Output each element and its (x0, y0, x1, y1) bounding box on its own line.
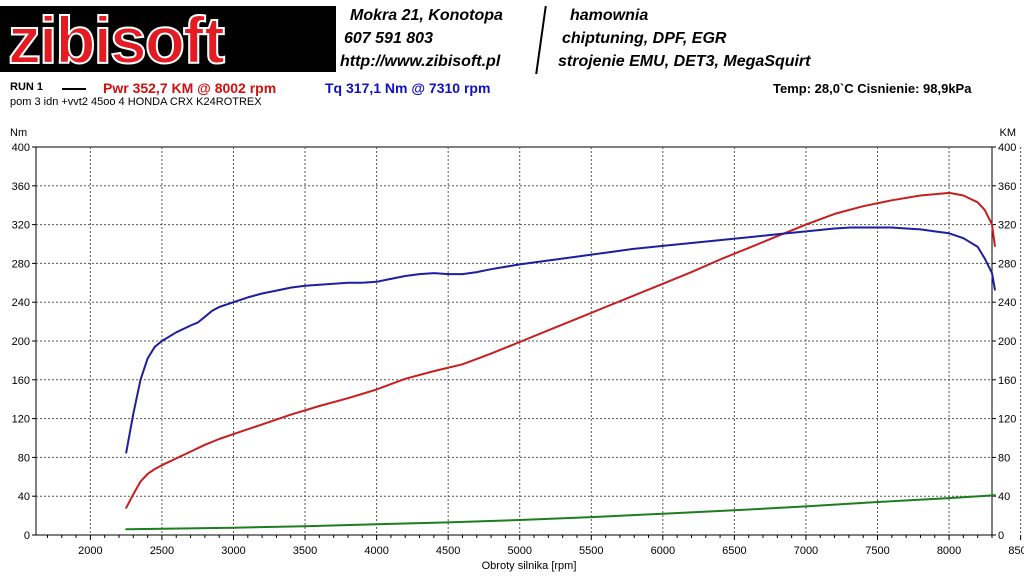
y-tick-label-right: 240 (998, 297, 1016, 309)
y-tick-label-left: 240 (12, 297, 30, 309)
run-label: RUN 1 (10, 81, 44, 93)
y-tick-label-left: 0 (24, 530, 30, 542)
y-tick-label-left: 280 (12, 258, 30, 270)
y-tick-label-right: 320 (998, 220, 1016, 232)
services-line-2: chiptuning, DPF, EGR (562, 30, 727, 47)
torque-curve (125, 226, 996, 454)
services-line-1: hamownia (570, 7, 649, 24)
y-tick-label-right: 360 (998, 181, 1016, 193)
conditions-label: Temp: 28,0`C Cisnienie: 98,9kPa (773, 81, 972, 96)
x-tick-label: 2500 (150, 545, 174, 557)
address-street: Mokra 21, Konotopa (350, 7, 503, 24)
y-tick-label-right: 400 (998, 142, 1016, 154)
power-curve (125, 191, 996, 509)
y-tick-label-right: 120 (998, 414, 1016, 426)
x-tick-label: 6000 (651, 545, 675, 557)
header: zibisoft Mokra 21, Konotopa 607 591 803 … (0, 0, 1024, 82)
x-tick-label: 6500 (722, 545, 746, 557)
y-tick-label-right: 200 (998, 336, 1016, 348)
x-tick-label: 2000 (78, 545, 102, 557)
x-tick-label: 5500 (579, 545, 603, 557)
address-website: http://www.zibisoft.pl (340, 53, 501, 70)
y-axis-label-left: Nm (10, 127, 27, 139)
y-tick-label-left: 160 (12, 375, 30, 387)
x-axis-label: Obroty silnika [rpm] (482, 560, 577, 572)
x-tick-label: 8500 (1008, 545, 1024, 557)
torque-peak-label: Tq 317,1 Nm @ 7310 rpm (325, 80, 491, 96)
address-phone: 607 591 803 (344, 30, 433, 47)
y-tick-label-left: 360 (12, 181, 30, 193)
y-tick-label-left: 320 (12, 220, 30, 232)
y-tick-label-right: 280 (998, 258, 1016, 270)
zibisoft-logo: zibisoft (0, 2, 336, 78)
x-tick-label: 7000 (794, 545, 818, 557)
x-tick-label: 4000 (364, 545, 388, 557)
y-tick-label-left: 200 (12, 336, 30, 348)
y-tick-label-right: 160 (998, 375, 1016, 387)
y-tick-label-right: 0 (998, 530, 1004, 542)
power-peak-label: Pwr 352,7 KM @ 8002 rpm (103, 80, 277, 96)
x-tick-label: 7500 (865, 545, 889, 557)
y-tick-label-right: 40 (998, 491, 1010, 503)
y-tick-label-right: 80 (998, 452, 1010, 464)
y-tick-label-left: 80 (18, 452, 30, 464)
x-tick-label: 3500 (293, 545, 317, 557)
logo-text: zibisoft (7, 2, 226, 78)
x-tick-label: 3000 (221, 545, 245, 557)
y-tick-label-left: 400 (12, 142, 30, 154)
x-tick-label: 8000 (937, 545, 961, 557)
services-line-3: strojenie EMU, DET3, MegaSquirt (558, 53, 811, 70)
run-description: pom 3 idn +vvt2 45oo 4 HONDA CRX K24ROTR… (10, 96, 262, 108)
x-tick-label: 5000 (507, 545, 531, 557)
y-axis-label-right: KM (1000, 127, 1017, 139)
x-tick-label: 4500 (436, 545, 460, 557)
y-tick-label-left: 40 (18, 491, 30, 503)
run-legend-line (62, 88, 86, 90)
losses-curve (125, 494, 996, 531)
y-tick-label-left: 120 (12, 414, 30, 426)
